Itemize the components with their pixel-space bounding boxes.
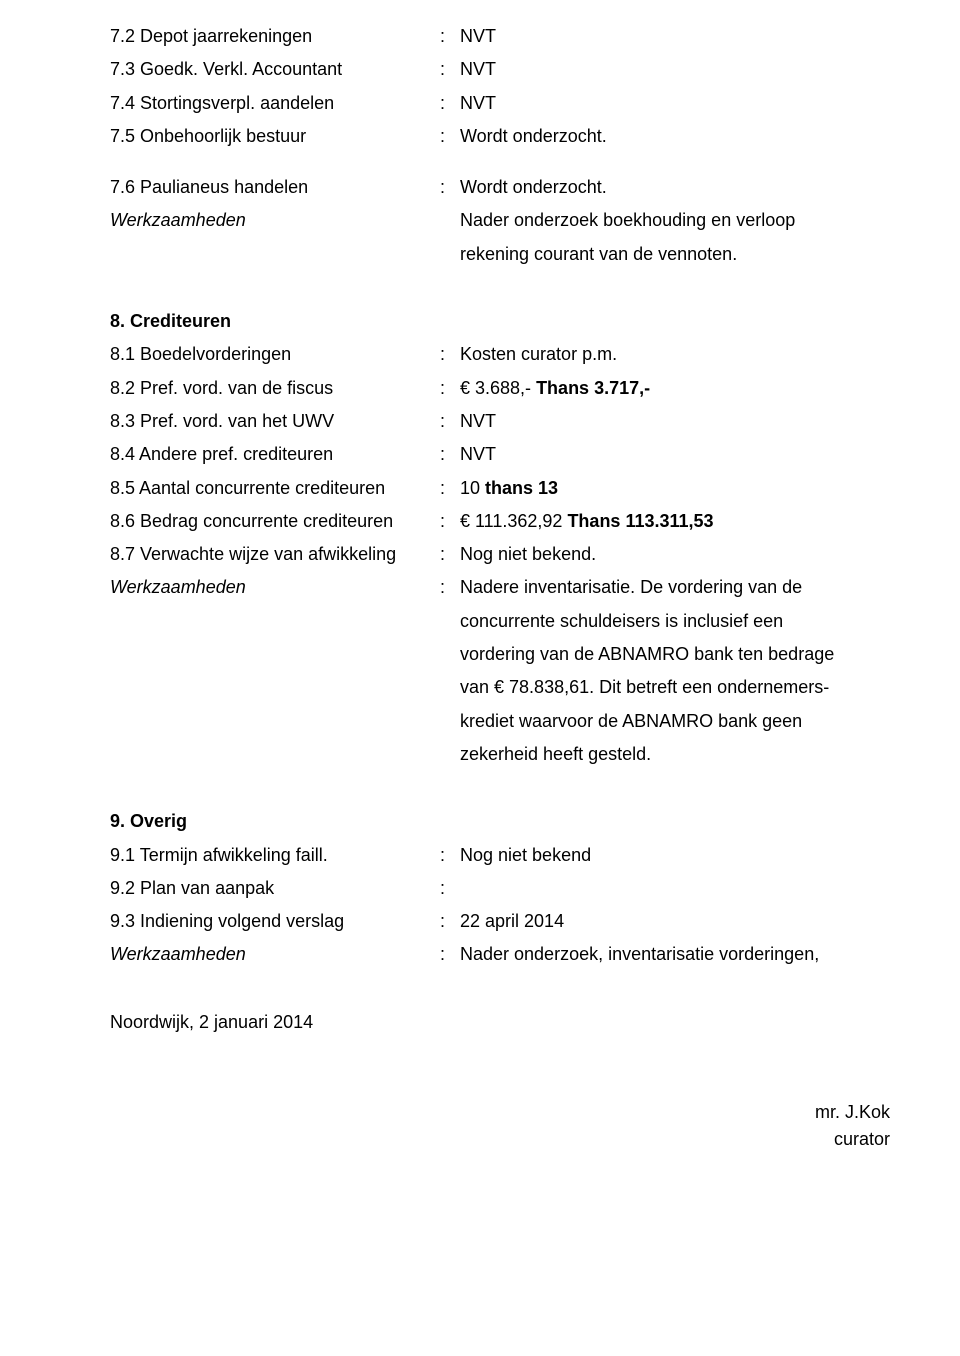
colon: :	[440, 505, 460, 538]
colon: :	[440, 20, 460, 53]
row-9-2: 9.2 Plan van aanpak :	[110, 872, 890, 905]
colon: :	[440, 872, 460, 905]
value-8-2-prefix: € 3.688,-	[460, 378, 536, 398]
label-8-3: 8.3 Pref. vord. van het UWV	[110, 405, 440, 438]
value-7-4: NVT	[460, 87, 890, 120]
row-7-6: 7.6 Paulianeus handelen : Wordt onderzoc…	[110, 171, 890, 204]
value-7-5: Wordt onderzocht.	[460, 120, 890, 153]
value-9-3: 22 april 2014	[460, 905, 890, 938]
label-7-6: 7.6 Paulianeus handelen	[110, 171, 440, 204]
row-9-3: 9.3 Indiening volgend verslag : 22 april…	[110, 905, 890, 938]
value-8-wz-line4: van € 78.838,61. Dit betreft een onderne…	[460, 671, 890, 704]
row-8-2: 8.2 Pref. vord. van de fiscus : € 3.688,…	[110, 372, 890, 405]
value-7-wz-line1: Nader onderzoek boekhouding en verloop	[460, 204, 890, 237]
label-7-2: 7.2 Depot jaarrekeningen	[110, 20, 440, 53]
row-7-2: 7.2 Depot jaarrekeningen : NVT	[110, 20, 890, 53]
value-7-wz-line2: rekening courant van de vennoten.	[460, 238, 890, 271]
colon: :	[440, 938, 460, 971]
value-8-5-bold: thans 13	[485, 478, 558, 498]
document-page: 7.2 Depot jaarrekeningen : NVT 7.3 Goedk…	[0, 0, 960, 1193]
footer-signature: mr. J.Kok curator	[110, 1099, 890, 1153]
value-8-2: € 3.688,- Thans 3.717,-	[460, 372, 890, 405]
value-9-1: Nog niet bekend	[460, 839, 890, 872]
colon: :	[440, 372, 460, 405]
value-8-wz-line1: Nadere inventarisatie. De vordering van …	[460, 571, 890, 604]
colon: :	[440, 171, 460, 204]
colon: :	[440, 571, 460, 604]
value-8-2-bold: Thans 3.717,-	[536, 378, 650, 398]
row-7-3: 7.3 Goedk. Verkl. Accountant : NVT	[110, 53, 890, 86]
value-9-2	[460, 872, 890, 905]
row-7-5: 7.5 Onbehoorlijk bestuur : Wordt onderzo…	[110, 120, 890, 153]
value-8-1: Kosten curator p.m.	[460, 338, 890, 371]
colon: :	[440, 472, 460, 505]
row-8-1: 8.1 Boedelvorderingen : Kosten curator p…	[110, 338, 890, 371]
colon: :	[440, 438, 460, 471]
label-7-wz: Werkzaamheden	[110, 204, 440, 237]
value-8-wz-line6: zekerheid heeft gesteld.	[460, 738, 890, 771]
row-7-4: 7.4 Stortingsverpl. aandelen : NVT	[110, 87, 890, 120]
label-8-2: 8.2 Pref. vord. van de fiscus	[110, 372, 440, 405]
label-9-2: 9.2 Plan van aanpak	[110, 872, 440, 905]
value-8-wz-line2: concurrente schuldeisers is inclusief ee…	[460, 605, 890, 638]
row-9-wz: Werkzaamheden : Nader onderzoek, inventa…	[110, 938, 890, 971]
label-9-3: 9.3 Indiening volgend verslag	[110, 905, 440, 938]
label-9-1: 9.1 Termijn afwikkeling faill.	[110, 839, 440, 872]
label-8-6: 8.6 Bedrag concurrente crediteuren	[110, 505, 440, 538]
colon: :	[440, 120, 460, 153]
colon: :	[440, 338, 460, 371]
value-8-3: NVT	[460, 405, 890, 438]
row-8-wz: Werkzaamheden : Nadere inventarisatie. D…	[110, 571, 890, 604]
colon: :	[440, 839, 460, 872]
label-8-4: 8.4 Andere pref. crediteuren	[110, 438, 440, 471]
colon: :	[440, 905, 460, 938]
heading-9: 9. Overig	[110, 805, 890, 838]
label-8-7: 8.7 Verwachte wijze van afwikkeling	[110, 538, 440, 571]
value-8-5-prefix: 10	[460, 478, 485, 498]
row-8-6: 8.6 Bedrag concurrente crediteuren : € 1…	[110, 505, 890, 538]
colon: :	[440, 87, 460, 120]
label-9-wz: Werkzaamheden	[110, 938, 440, 971]
value-8-wz-line3: vordering van de ABNAMRO bank ten bedrag…	[460, 638, 890, 671]
row-8-5: 8.5 Aantal concurrente crediteuren : 10 …	[110, 472, 890, 505]
colon: :	[440, 405, 460, 438]
label-7-3: 7.3 Goedk. Verkl. Accountant	[110, 53, 440, 86]
row-8-3: 8.3 Pref. vord. van het UWV : NVT	[110, 405, 890, 438]
footer-role: curator	[110, 1126, 890, 1153]
value-8-6-prefix: € 111.362,92	[460, 511, 567, 531]
value-9-wz: Nader onderzoek, inventarisatie vorderin…	[460, 938, 890, 971]
label-7-4: 7.4 Stortingsverpl. aandelen	[110, 87, 440, 120]
colon	[440, 204, 460, 237]
colon: :	[440, 53, 460, 86]
colon: :	[440, 538, 460, 571]
value-8-wz-line5: krediet waarvoor de ABNAMRO bank geen	[460, 705, 890, 738]
footer-location: Noordwijk, 2 januari 2014	[110, 1006, 890, 1039]
value-7-2: NVT	[460, 20, 890, 53]
label-8-5: 8.5 Aantal concurrente crediteuren	[110, 472, 440, 505]
label-7-5: 7.5 Onbehoorlijk bestuur	[110, 120, 440, 153]
value-8-6-bold: Thans 113.311,53	[567, 511, 713, 531]
value-8-6: € 111.362,92 Thans 113.311,53	[460, 505, 890, 538]
value-7-3: NVT	[460, 53, 890, 86]
row-8-7: 8.7 Verwachte wijze van afwikkeling : No…	[110, 538, 890, 571]
value-8-7: Nog niet bekend.	[460, 538, 890, 571]
footer-name: mr. J.Kok	[110, 1099, 890, 1126]
label-8-wz: Werkzaamheden	[110, 571, 440, 604]
value-8-4: NVT	[460, 438, 890, 471]
value-7-6: Wordt onderzocht.	[460, 171, 890, 204]
row-9-1: 9.1 Termijn afwikkeling faill. : Nog nie…	[110, 839, 890, 872]
value-8-5: 10 thans 13	[460, 472, 890, 505]
label-8-1: 8.1 Boedelvorderingen	[110, 338, 440, 371]
heading-8: 8. Crediteuren	[110, 305, 890, 338]
row-7-wz: Werkzaamheden Nader onderzoek boekhoudin…	[110, 204, 890, 237]
row-8-4: 8.4 Andere pref. crediteuren : NVT	[110, 438, 890, 471]
